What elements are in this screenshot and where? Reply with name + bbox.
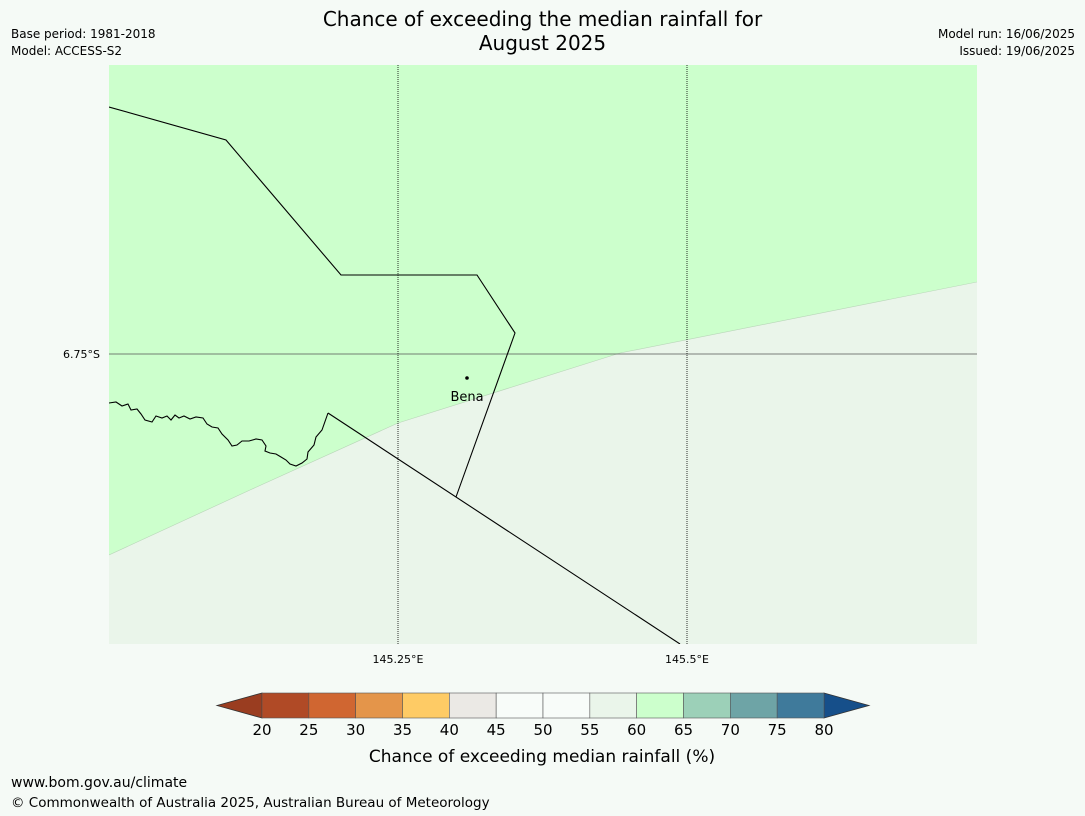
colorbar-tick-label: 45 bbox=[487, 721, 506, 739]
footer-url[interactable]: www.bom.gov.au/climate bbox=[11, 775, 188, 791]
footer-copyright: © Commonwealth of Australia 2025, Austra… bbox=[11, 795, 490, 811]
meta-left: Base period: 1981-2018 Model: ACCESS-S2 bbox=[11, 26, 156, 60]
colorbar-segment bbox=[449, 692, 497, 719]
colorbar-segment bbox=[683, 692, 731, 719]
forecast-region-55-60 bbox=[109, 282, 977, 644]
colorbar-label: Chance of exceeding median rainfall (%) bbox=[369, 747, 715, 767]
coastline bbox=[109, 401, 329, 467]
title-line-1: Chance of exceeding the median rainfall … bbox=[322, 7, 763, 31]
bena-marker[interactable] bbox=[465, 376, 469, 380]
province-boundary bbox=[109, 106, 516, 498]
place-label-bena: Bena bbox=[450, 390, 483, 405]
model-run: Model run: 16/06/2025 bbox=[937, 27, 1075, 41]
colorbar-tick-label: 65 bbox=[674, 721, 693, 739]
colorbar-under-arrow bbox=[215, 692, 263, 719]
colorbar-tick-label: 55 bbox=[580, 721, 599, 739]
colorbar-segment bbox=[636, 692, 684, 719]
colorbar-segment bbox=[308, 692, 356, 719]
colorbar-tick-label: 40 bbox=[440, 721, 459, 739]
lat-label: 6.75°S bbox=[63, 348, 100, 361]
colorbar-segment bbox=[589, 692, 637, 719]
colorbar-tick-label: 80 bbox=[814, 721, 833, 739]
lon-label-1: 145.25°E bbox=[373, 653, 424, 666]
colorbar-segment bbox=[495, 692, 544, 719]
colorbar-tick-label: 60 bbox=[627, 721, 646, 739]
model-name: Model: ACCESS-S2 bbox=[11, 44, 123, 58]
colorbar-segment bbox=[542, 692, 591, 719]
colorbar-tick-label: 35 bbox=[393, 721, 412, 739]
colorbar-segment bbox=[730, 692, 778, 719]
base-period: Base period: 1981-2018 bbox=[11, 27, 156, 41]
colorbar-tick-label: 20 bbox=[252, 721, 271, 739]
province-boundary-south bbox=[327, 412, 681, 644]
colorbar-tick-label: 70 bbox=[721, 721, 740, 739]
meta-right: Model run: 16/06/2025 Issued: 19/06/2025 bbox=[938, 26, 1075, 60]
colorbar-tick-label: 30 bbox=[346, 721, 365, 739]
lon-label-2: 145.5°E bbox=[665, 653, 709, 666]
colorbar-segment bbox=[402, 692, 450, 719]
colorbar-tick-label: 50 bbox=[533, 721, 552, 739]
issued-date: Issued: 19/06/2025 bbox=[959, 44, 1075, 58]
colorbar-over-arrow bbox=[823, 692, 871, 719]
colorbar-segment bbox=[776, 692, 825, 719]
chart-title: Chance of exceeding the median rainfall … bbox=[0, 7, 1085, 55]
colorbar-segment bbox=[261, 692, 310, 719]
colorbar-segment bbox=[355, 692, 403, 719]
colorbar-tick-label: 25 bbox=[299, 721, 318, 739]
colorbar-tick-label: 75 bbox=[768, 721, 787, 739]
title-line-2: August 2025 bbox=[478, 31, 607, 55]
colorbar: 20 25 30 35 40 45 50 55 60 65 70 75 80 Chance of exc… bbox=[215, 692, 871, 767]
